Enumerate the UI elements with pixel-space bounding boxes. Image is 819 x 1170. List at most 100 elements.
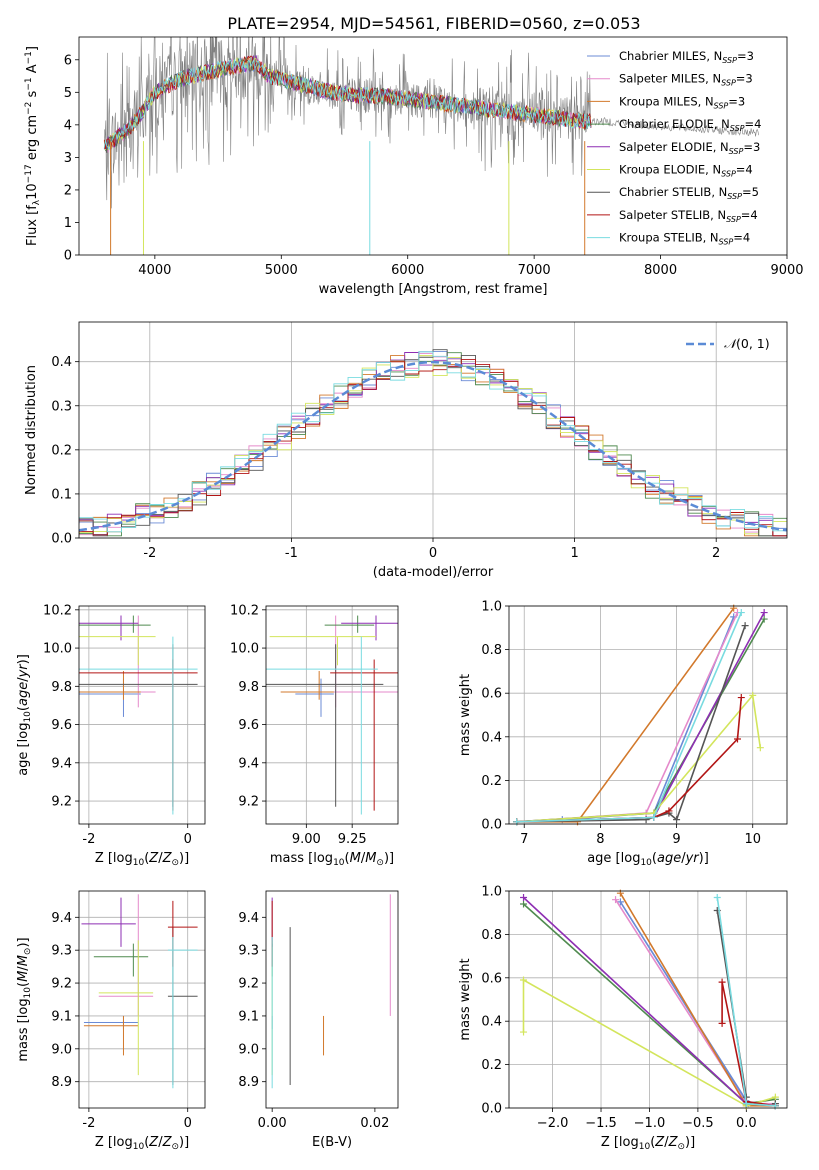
spectrum-ytick-label: 0 xyxy=(64,249,72,264)
mass_vs_ebv-frame xyxy=(265,890,399,1109)
spectrum-xtick-label: 8000 xyxy=(644,263,677,278)
spectrum-xtick-label: 9000 xyxy=(770,263,803,278)
massweight_vs_age-line-chabrier_miles xyxy=(516,616,735,823)
massweight_vs_Z-marker-chabrier_elodie xyxy=(520,900,528,908)
spectrum-data-line xyxy=(590,116,759,137)
spectrum-data-line xyxy=(104,37,592,209)
age_vs_mass-frame xyxy=(265,605,399,825)
residuals-xtick-label: 2 xyxy=(712,546,720,561)
massweight_vs_age-marker-chabrier_stelib xyxy=(741,622,749,630)
massweight_vs_age-marker-kroupa_stelib xyxy=(737,609,745,617)
age_vs_Z-ytick-label: 10.0 xyxy=(43,642,72,657)
mass_vs_Z-ytick-label: 9.3 xyxy=(51,944,72,959)
massweight_vs_age-ytick-label: 1.0 xyxy=(481,600,502,615)
massweight_vs_Z-ytick-label: 0.2 xyxy=(481,1058,502,1073)
massweight_vs_Z-ylabel: mass weight xyxy=(458,958,473,1040)
age_vs_mass-ytick-label: 10.0 xyxy=(230,642,259,657)
mass_vs_Z-errorbars xyxy=(81,894,198,1089)
residuals-histograms xyxy=(79,349,787,537)
massweight_vs_Z-xtick-label: −0.5 xyxy=(682,1116,714,1131)
mass_vs_ebv-errorbars xyxy=(271,894,391,1089)
age_vs_Z-xtick-label: -2 xyxy=(82,832,95,847)
massweight_vs_Z-xlabel: Z [log10(Z/Z⊙)] xyxy=(601,1135,695,1152)
spectrum-ylabel: Flux [fλ10−17 erg cm−2 s−1 A−1] xyxy=(24,46,42,246)
age_vs_Z-xtick-label: 0 xyxy=(184,832,192,847)
massweight_vs_age-ytick-label: 0.6 xyxy=(481,687,502,702)
spectrum-ytick-label: 3 xyxy=(64,151,72,166)
spectrum-ytick-label: 5 xyxy=(64,86,72,101)
legend-label-kroupa_stelib: Kroupa STELIB, NSSP=4 xyxy=(619,231,750,247)
legend-label-chabrier_stelib: Chabrier STELIB, NSSP=5 xyxy=(619,185,759,201)
massweight_vs_age-xtick-label: 9 xyxy=(672,832,680,847)
massweight_vs_Z-line-salpeter_miles xyxy=(614,899,776,1105)
residuals-ytick-label: 0.1 xyxy=(51,487,72,502)
mass_vs_ebv-ytick-label: 9.4 xyxy=(238,911,259,926)
spectrum-ytick-label: 4 xyxy=(64,118,72,133)
massweight_vs_Z-marker-kroupa_stelib xyxy=(742,1100,750,1108)
residual-histogram-salpeter_stelib xyxy=(79,358,787,537)
massweight_vs_age-ylabel: mass weight xyxy=(458,674,473,756)
legend-label-chabrier_elodie: Chabrier ELODIE, NSSP=4 xyxy=(619,117,761,133)
legend-label-salpeter_elodie: Salpeter ELODIE, NSSP=3 xyxy=(619,140,760,156)
mass_vs_ebv-xtick-label: 0.00 xyxy=(258,1116,287,1131)
age_vs_Z-frame xyxy=(78,605,206,825)
spectrum-ytick-label: 1 xyxy=(64,216,72,231)
massweight_vs_Z-xtick-label: 0.0 xyxy=(736,1116,757,1131)
massweight_vs_Z-marker-chabrier_miles xyxy=(616,898,624,906)
massweight_vs_age-ytick-label: 0.8 xyxy=(481,643,502,658)
mass_vs_ebv-xlabel: E(B-V) xyxy=(312,1135,352,1150)
mass_vs_ebv-ytick-label: 9.2 xyxy=(238,977,259,992)
residuals-ylabel: Normed distribution xyxy=(24,365,39,495)
massweight_vs_Z-marker-kroupa_elodie xyxy=(771,1093,779,1101)
massweight_vs_age-ytick-label: 0.0 xyxy=(481,818,502,833)
residuals-xtick-label: 0 xyxy=(429,546,437,561)
massweight_vs_Z-xtick-label: −1.5 xyxy=(585,1116,617,1131)
age_vs_mass-ytick-label: 9.2 xyxy=(238,795,259,810)
spectrum-xlabel: wavelength [Angstrom, rest frame] xyxy=(319,282,548,297)
spectrum-lines xyxy=(103,37,759,255)
massweight_vs_Z-line-salpeter_stelib xyxy=(721,981,776,1107)
spectrum-ytick-label: 6 xyxy=(64,53,72,68)
massweight_vs_Z-ytick-label: 0.4 xyxy=(481,1015,502,1030)
age_vs_Z-ytick-label: 9.4 xyxy=(51,756,72,771)
spectrum-xtick-label: 5000 xyxy=(265,263,298,278)
age_vs_Z-ylabel: age [log10(age/yr)] xyxy=(16,654,33,776)
mass_vs_ebv-axes: 0.00 0.02 8.9 9.0 9.1 9.2 9.3 9.4 xyxy=(238,911,389,1131)
residuals-frame xyxy=(78,321,788,539)
mass_vs_Z-frame xyxy=(78,890,206,1109)
massweight_vs_age-marker-chabrier_elodie xyxy=(760,615,768,623)
massweight_vs_Z-ytick-label: 0.8 xyxy=(481,928,502,943)
age_vs_mass-ytick-label: 9.8 xyxy=(238,680,259,695)
mass_vs_Z-xtick-label: 0 xyxy=(184,1116,192,1131)
residuals-xlabel: (data-model)/error xyxy=(373,565,494,580)
residuals-legend-label: 𝒩(0, 1) xyxy=(724,336,770,351)
massweight_vs_age-frame xyxy=(508,605,788,825)
age_vs_Z-errorbars xyxy=(79,615,198,815)
figure-title: PLATE=2954, MJD=54561, FIBERID=0560, z=0… xyxy=(227,14,640,33)
mass_vs_Z-xlabel: Z [log10(Z/Z⊙)] xyxy=(95,1135,189,1152)
age_vs_Z-ytick-label: 9.2 xyxy=(51,795,72,810)
massweight_vs_Z-axes: −2.0 −1.5 −1.0 −0.5 0.0 0.0 0.2 0.4 0.6 0.8 1.0 xyxy=(481,885,787,1131)
legend-label-salpeter_miles: Salpeter MILES, NSSP=3 xyxy=(619,72,753,88)
residuals-xtick-label: -1 xyxy=(285,546,298,561)
residuals-xtick-label: 1 xyxy=(570,546,578,561)
legend-label-salpeter_stelib: Salpeter STELIB, NSSP=4 xyxy=(619,208,758,224)
massweight_vs_Z-lines xyxy=(520,889,779,1110)
massweight_vs_Z-ytick-label: 1.0 xyxy=(481,885,502,900)
spectrum-model-line-kroupa_stelib xyxy=(103,58,592,151)
massweight_vs_Z-ytick-label: 0.6 xyxy=(481,971,502,986)
age_vs_mass-axes: 9.00 9.25 9.2 9.4 9.6 9.8 10.0 10.2 xyxy=(230,603,398,847)
massweight_vs_age-marker-kroupa_stelib xyxy=(650,813,658,821)
residuals-xtick-label: -2 xyxy=(143,546,156,561)
mass_vs_ebv-ytick-label: 9.3 xyxy=(238,944,259,959)
mass_vs_Z-xtick-label: -2 xyxy=(82,1116,95,1131)
massweight_vs_age-marker-salpeter_stelib xyxy=(737,694,745,702)
legend-label-kroupa_miles: Kroupa MILES, NSSP=3 xyxy=(619,94,745,110)
massweight_vs_age-marker-kroupa_elodie xyxy=(749,691,757,699)
massweight_vs_age-xtick-label: 8 xyxy=(596,832,604,847)
age_vs_mass-ytick-label: 9.4 xyxy=(238,756,259,771)
spectrum-xtick-label: 6000 xyxy=(391,263,424,278)
legend-label-chabrier_miles: Chabrier MILES, NSSP=3 xyxy=(619,49,754,65)
residuals-ytick-label: 0.2 xyxy=(51,443,72,458)
